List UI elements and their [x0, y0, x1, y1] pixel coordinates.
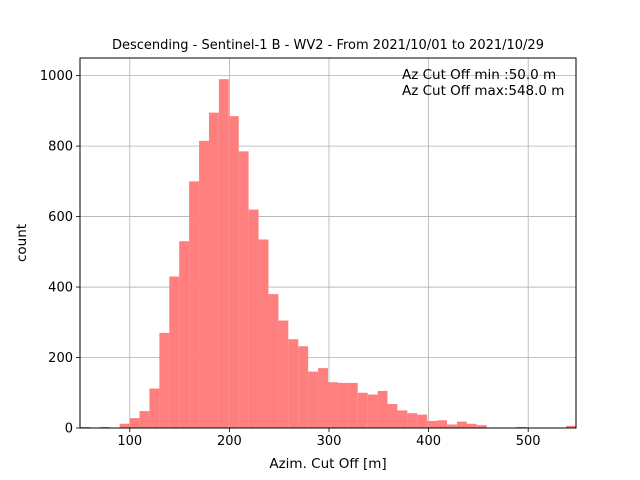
histogram-bar: [357, 392, 368, 428]
histogram-bar: [516, 426, 527, 428]
histogram-bar: [129, 418, 140, 428]
annotation-min: Az Cut Off min :50.0 m: [402, 67, 556, 83]
histogram-bar: [476, 425, 487, 428]
x-tick-label: 100: [117, 434, 142, 449]
y-tick-label: 200: [48, 351, 73, 366]
histogram-bar: [367, 394, 378, 428]
histogram-bars: [80, 79, 576, 429]
histogram-bar: [387, 404, 398, 428]
histogram-bar: [228, 116, 239, 429]
y-tick-label: 400: [48, 281, 73, 296]
y-tick-label: 800: [48, 140, 73, 155]
histogram-bar: [447, 424, 457, 428]
histogram-bar: [149, 388, 160, 428]
chart-title: Descending - Sentinel-1 B - WV2 - From 2…: [112, 38, 544, 53]
y-tick-label: 1000: [40, 69, 73, 84]
x-axis-label: Azim. Cut Off [m]: [269, 456, 386, 472]
histogram-bar: [268, 294, 279, 428]
histogram-bar: [417, 414, 428, 428]
y-axis-label: count: [14, 224, 30, 262]
histogram-bar: [179, 241, 190, 428]
histogram-bar: [427, 420, 438, 428]
x-tick-label: 500: [516, 434, 541, 449]
histogram-bar: [238, 151, 249, 428]
y-axis-ticks: 0 200 400 600 800 1000: [40, 69, 80, 437]
histogram-bar: [298, 346, 309, 428]
y-tick-label: 0: [65, 422, 73, 437]
histogram-bar: [99, 426, 110, 428]
annotation-max: Az Cut Off max:548.0 m: [402, 83, 564, 99]
histogram-bar: [189, 181, 200, 428]
histogram-bar: [278, 320, 289, 428]
histogram-bar: [318, 368, 328, 428]
histogram-bar: [377, 391, 388, 428]
histogram-bar: [169, 276, 180, 428]
histogram-bar: [397, 410, 408, 428]
x-axis-ticks: 100 200 300 400 500: [117, 428, 541, 449]
histogram-bar: [328, 382, 338, 428]
histogram-bar: [248, 209, 259, 428]
histogram-bar: [139, 411, 150, 428]
histogram-bar: [566, 425, 576, 428]
histogram-bar: [199, 140, 209, 429]
histogram-bar: [337, 382, 348, 428]
histogram-bar: [258, 239, 269, 428]
x-tick-label: 300: [317, 434, 342, 449]
histogram-bar: [456, 421, 467, 428]
histogram-bar: [407, 413, 418, 428]
plot-frame: [79, 57, 577, 429]
histogram-bar: [119, 423, 130, 428]
histogram-bar: [80, 426, 90, 428]
histogram-bar: [437, 420, 448, 428]
y-tick-label: 600: [48, 210, 73, 225]
histogram-bar: [218, 79, 229, 429]
x-tick-label: 400: [416, 434, 441, 449]
histogram-bar: [466, 423, 477, 428]
histogram-bar: [159, 332, 170, 428]
histogram-bar: [288, 339, 299, 428]
x-tick-label: 200: [217, 434, 242, 449]
histogram-bar: [347, 382, 358, 428]
histogram-bar: [308, 371, 319, 428]
histogram-bar: [208, 112, 219, 428]
